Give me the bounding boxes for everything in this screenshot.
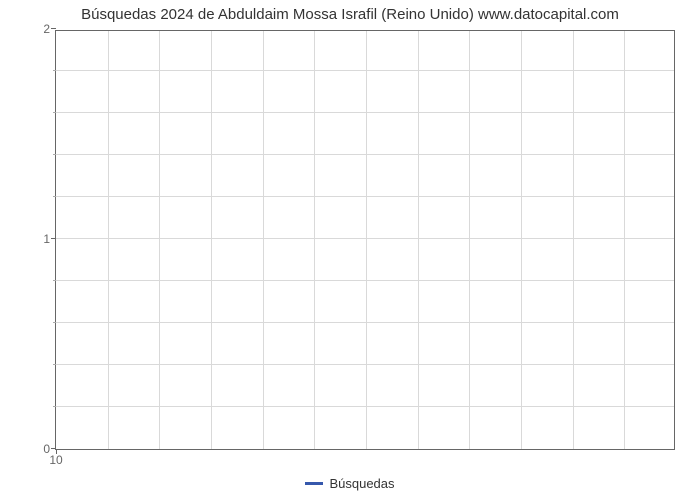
ytick-minor <box>53 406 56 407</box>
gridline-horizontal <box>56 406 674 407</box>
gridline-horizontal <box>56 70 674 71</box>
gridline-horizontal <box>56 112 674 113</box>
gridline-horizontal <box>56 364 674 365</box>
plot-area: 01210 <box>55 30 675 450</box>
ytick-label: 2 <box>43 22 56 36</box>
chart-container: Búsquedas 2024 de Abduldaim Mossa Israfi… <box>0 0 700 500</box>
gridline-vertical <box>624 31 625 449</box>
gridline-vertical <box>211 31 212 449</box>
gridline-vertical <box>263 31 264 449</box>
gridline-vertical <box>108 31 109 449</box>
gridline-vertical <box>573 31 574 449</box>
gridline-horizontal <box>56 322 674 323</box>
ytick-label: 1 <box>43 232 56 246</box>
gridline-horizontal <box>56 238 674 239</box>
gridline-vertical <box>418 31 419 449</box>
gridline-vertical <box>314 31 315 449</box>
gridline-horizontal <box>56 196 674 197</box>
gridline-vertical <box>366 31 367 449</box>
ytick-minor <box>53 112 56 113</box>
chart-title: Búsquedas 2024 de Abduldaim Mossa Israfi… <box>0 6 700 23</box>
gridline-vertical <box>521 31 522 449</box>
legend: Búsquedas <box>0 475 700 491</box>
legend-swatch <box>305 482 323 485</box>
legend-label: Búsquedas <box>329 476 394 491</box>
ytick-minor <box>53 70 56 71</box>
gridline-vertical <box>469 31 470 449</box>
ytick-minor <box>53 154 56 155</box>
ytick-minor <box>53 322 56 323</box>
ytick-minor <box>53 280 56 281</box>
ytick-minor <box>53 196 56 197</box>
ytick-minor <box>53 364 56 365</box>
xtick-label: 10 <box>49 449 62 467</box>
gridline-vertical <box>159 31 160 449</box>
gridline-horizontal <box>56 280 674 281</box>
gridline-horizontal <box>56 154 674 155</box>
